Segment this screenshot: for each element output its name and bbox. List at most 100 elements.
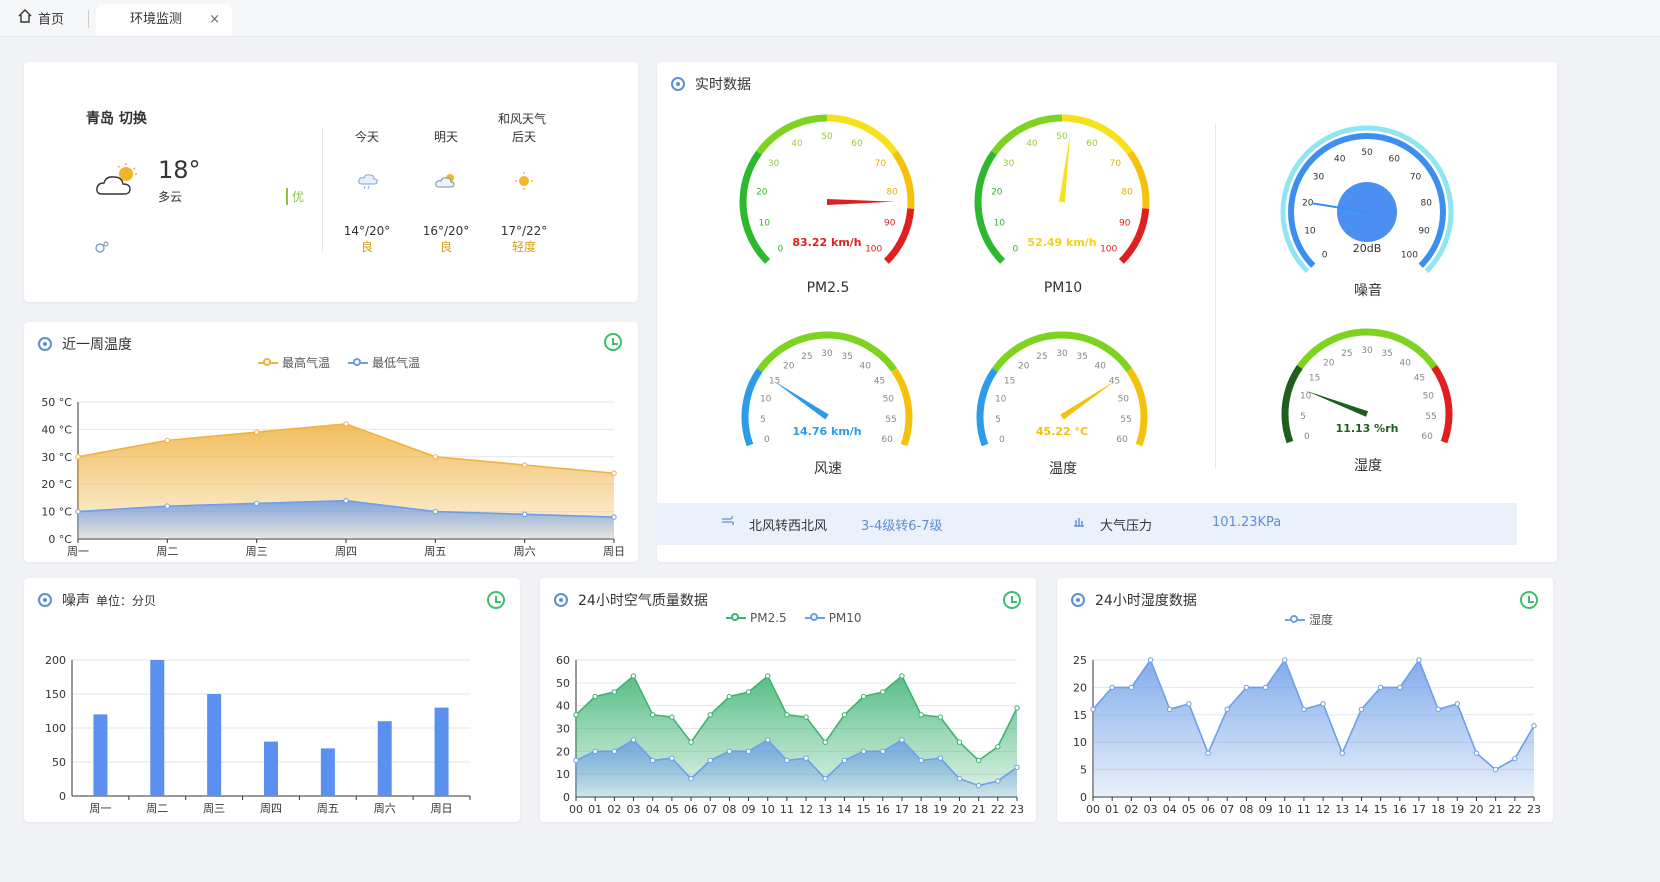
x-tick-label: 03 bbox=[1144, 803, 1158, 816]
gauge-tick-label: 30 bbox=[1056, 349, 1068, 359]
x-tick-label: 11 bbox=[1297, 803, 1311, 816]
bar bbox=[320, 748, 335, 796]
x-tick-label: 周六 bbox=[514, 545, 536, 558]
y-tick-label: 10 bbox=[556, 768, 570, 781]
forecast-quality: 良 bbox=[360, 240, 373, 254]
x-tick-label: 周五 bbox=[317, 802, 339, 815]
gauge-tick-label: 10 bbox=[994, 218, 1006, 228]
gauge-band bbox=[891, 367, 913, 447]
tab-home[interactable]: 首页 bbox=[18, 4, 64, 36]
x-tick-label: 23 bbox=[1527, 803, 1541, 816]
x-tick-label: 周三 bbox=[203, 802, 225, 815]
refresh-icon[interactable] bbox=[1003, 591, 1021, 609]
gauge-tick-label: 0 bbox=[777, 245, 783, 255]
x-tick-label: 周一 bbox=[89, 802, 111, 815]
data-point bbox=[745, 748, 752, 755]
noise-title: 噪声 单位：分贝 bbox=[38, 590, 156, 610]
gauge-tick-label: 15 bbox=[769, 376, 780, 386]
gauge-band bbox=[892, 150, 915, 209]
gauge-tick-label: 40 bbox=[859, 362, 871, 372]
sun-icon bbox=[515, 172, 533, 193]
data-point bbox=[956, 739, 963, 745]
wind-direction: 北风转西北风 bbox=[749, 519, 828, 534]
gauge-tick-label: 35 bbox=[841, 352, 852, 362]
x-tick-label: 20 bbox=[1469, 803, 1483, 816]
x-tick-label: 16 bbox=[1393, 803, 1407, 816]
tab-env-monitor[interactable]: 环境监测 × bbox=[96, 4, 232, 36]
humidity-legend: 湿度 bbox=[1279, 611, 1339, 628]
legend-low: 最低气温 bbox=[348, 354, 420, 371]
gauge-tick-label: 60 bbox=[1116, 435, 1128, 445]
gauge-band bbox=[991, 114, 1063, 155]
y-tick-label: 30 bbox=[556, 723, 570, 736]
gauge-tick-label: 25 bbox=[1036, 352, 1047, 362]
data-point bbox=[1339, 750, 1345, 756]
data-point bbox=[253, 500, 260, 507]
gauge-tick-label: 15 bbox=[1309, 373, 1320, 383]
x-tick-label: 07 bbox=[703, 803, 717, 816]
gauge-tick-label: 45 bbox=[874, 376, 885, 386]
gauge-tick-label: 50 bbox=[821, 132, 833, 142]
forecast-quality: 良 bbox=[439, 240, 452, 254]
data-point bbox=[899, 737, 905, 743]
data-point bbox=[1512, 755, 1518, 762]
x-tick-label: 07 bbox=[1220, 803, 1234, 816]
y-tick-label: 200 bbox=[45, 654, 66, 667]
data-point bbox=[343, 497, 349, 504]
refresh-icon[interactable] bbox=[1520, 591, 1538, 609]
realtime-divider bbox=[1215, 124, 1216, 468]
gauge-tick-label: 5 bbox=[1300, 412, 1306, 422]
weather-city[interactable]: 青岛 切换 bbox=[86, 111, 147, 127]
refresh-icon[interactable] bbox=[487, 591, 505, 609]
gauge-tick-label: 20 bbox=[783, 362, 795, 372]
realtime-title: 实时数据 bbox=[671, 74, 751, 94]
wind-icon bbox=[721, 515, 735, 531]
gauge-tick-label: 100 bbox=[1100, 245, 1117, 255]
data-point bbox=[1416, 657, 1422, 663]
data-point bbox=[521, 511, 528, 518]
refresh-icon[interactable] bbox=[604, 333, 622, 351]
x-tick-label: 02 bbox=[607, 803, 621, 816]
tab-bar: 首页 环境监测 × bbox=[0, 0, 1660, 37]
data-point bbox=[1090, 706, 1096, 713]
data-point bbox=[995, 778, 1001, 784]
x-tick-label: 18 bbox=[1431, 803, 1445, 816]
data-point bbox=[841, 757, 848, 764]
x-tick-label: 14 bbox=[837, 803, 851, 816]
x-tick-label: 04 bbox=[1163, 803, 1177, 816]
data-point bbox=[1205, 750, 1211, 756]
gauge-needle bbox=[1059, 134, 1070, 203]
weather-info-strip: 北风转西北风 3-4级转6-7级 大气压力 101.23KPa bbox=[657, 503, 1517, 545]
gauge-needle bbox=[826, 199, 895, 205]
week-temp-title: 近一周温度 bbox=[38, 334, 132, 354]
pressure-icon bbox=[1073, 515, 1085, 531]
gauge-tick-label: 20 bbox=[1018, 362, 1030, 372]
target-icon bbox=[1071, 593, 1085, 607]
data-point bbox=[669, 755, 675, 761]
data-point bbox=[649, 712, 656, 718]
humidity-title: 24小时湿度数据 bbox=[1071, 590, 1197, 610]
y-tick-label: 0 bbox=[1080, 791, 1087, 804]
gauge-tick-label: 70 bbox=[875, 159, 887, 169]
data-point bbox=[975, 782, 982, 789]
pressure-value: 101.23KPa bbox=[1212, 515, 1282, 530]
gauge-tick-label: 50 bbox=[883, 395, 895, 405]
y-tick-label: 0 °C bbox=[48, 533, 72, 546]
data-point bbox=[1186, 701, 1192, 707]
gauge-tick-label: 30 bbox=[821, 349, 833, 359]
gauge-tick-label: 0 bbox=[1322, 250, 1328, 260]
gauge-tick-label: 5 bbox=[995, 415, 1001, 425]
gauge-needle bbox=[772, 379, 829, 420]
y-tick-label: 20 °C bbox=[41, 478, 72, 491]
gauge-value: 45.22 °C bbox=[1036, 425, 1088, 438]
legend-high: 最高气温 bbox=[258, 354, 330, 371]
close-icon[interactable]: × bbox=[209, 12, 220, 27]
gauge-tick-label: 60 bbox=[881, 435, 893, 445]
gauge-tick-label: 0 bbox=[999, 435, 1005, 445]
gauge-tick-label: 20 bbox=[1302, 199, 1314, 209]
data-point bbox=[1147, 657, 1154, 663]
gauge-label-pm10: PM10 bbox=[1043, 280, 1083, 296]
gauge-tick-label: 40 bbox=[791, 139, 803, 149]
gauge-needle bbox=[1060, 379, 1117, 420]
bar bbox=[434, 707, 449, 796]
